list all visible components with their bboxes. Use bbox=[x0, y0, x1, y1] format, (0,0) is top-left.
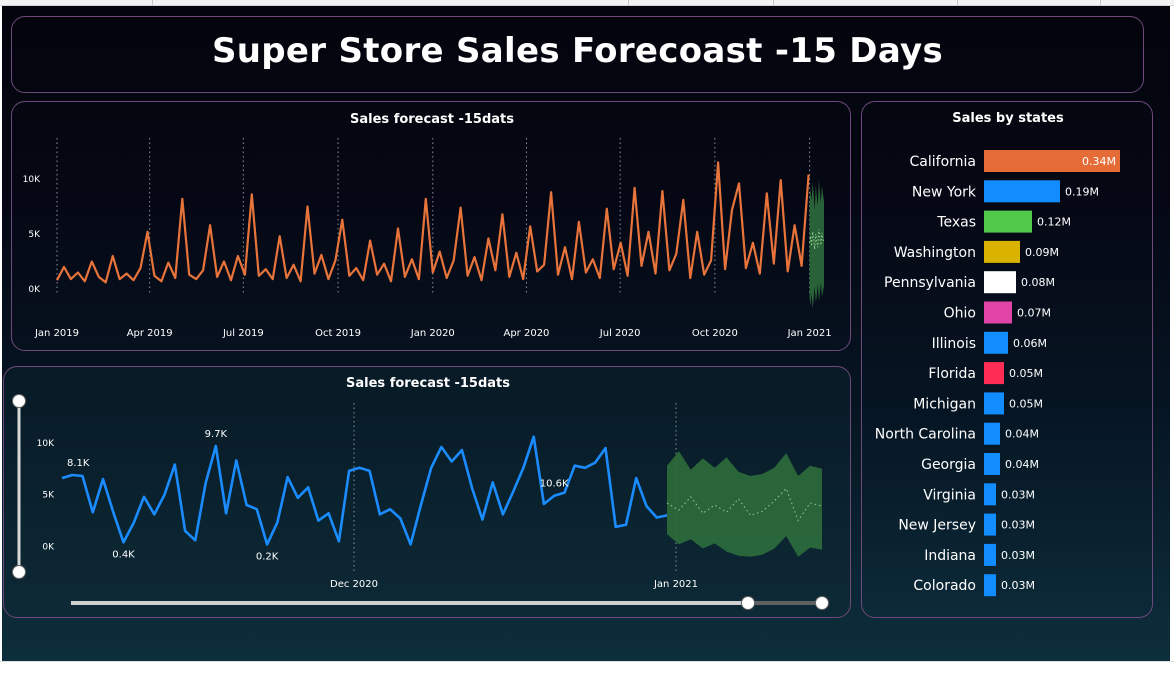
ribbon-divider bbox=[1100, 0, 1101, 5]
state-bar[interactable] bbox=[984, 271, 1016, 294]
state-value-label: 0.07M bbox=[1017, 307, 1051, 320]
state-bar[interactable] bbox=[984, 483, 996, 506]
state-value-label: 0.03M bbox=[1001, 488, 1035, 501]
y-tick-label: 10K bbox=[23, 175, 41, 185]
main-forecast-chart[interactable]: Sales forecast -15dats Jan 2019 Apr 2019 Ju… bbox=[12, 102, 852, 352]
ribbon-divider bbox=[773, 0, 774, 5]
x-tick-label: Oct 2019 bbox=[315, 328, 361, 339]
data-label: 0.4K bbox=[112, 549, 135, 560]
forecast-series-line bbox=[809, 229, 825, 250]
x-tick-label: Apr 2019 bbox=[127, 328, 173, 339]
state-value-label: 0.05M bbox=[1009, 367, 1043, 380]
state-value-label: 0.12M bbox=[1037, 216, 1071, 229]
state-label: Colorado bbox=[913, 578, 976, 594]
state-value-label: 0.03M bbox=[1001, 549, 1035, 562]
state-value-label: 0.08M bbox=[1021, 276, 1055, 289]
forecast-series-line bbox=[666, 487, 823, 522]
state-bar[interactable] bbox=[984, 331, 1008, 354]
state-label: Virginia bbox=[923, 487, 976, 503]
state-label: New York bbox=[912, 184, 977, 200]
state-bar[interactable] bbox=[984, 362, 1004, 385]
state-bar[interactable] bbox=[984, 543, 996, 566]
state-label: Indiana bbox=[924, 548, 976, 564]
state-label: Florida bbox=[928, 366, 976, 382]
y-tick-label: 0K bbox=[42, 542, 55, 552]
state-bar[interactable] bbox=[984, 513, 996, 536]
y-tick-label: 10K bbox=[37, 439, 55, 449]
state-value-label: 0.09M bbox=[1025, 246, 1059, 259]
x-tick-label: Jul 2019 bbox=[222, 328, 264, 339]
state-label: Texas bbox=[936, 215, 976, 231]
state-label: Pennsylvania bbox=[884, 275, 976, 291]
state-value-label: 0.03M bbox=[1001, 519, 1035, 532]
states-bar-chart[interactable]: Sales by states California 0.34M New York 0.… bbox=[862, 102, 1154, 619]
x-tick-label: Dec 2020 bbox=[330, 579, 378, 590]
state-bar[interactable] bbox=[984, 392, 1004, 415]
y-tick-label: 5K bbox=[28, 230, 41, 240]
state-label: California bbox=[910, 154, 976, 170]
state-value-label: 0.04M bbox=[1005, 428, 1039, 441]
state-bar[interactable] bbox=[984, 180, 1060, 203]
ribbon-strip bbox=[0, 0, 1174, 6]
state-label: New Jersey bbox=[898, 518, 976, 534]
state-bar[interactable] bbox=[984, 574, 996, 597]
y-tick-label: 5K bbox=[42, 491, 55, 501]
status-strip bbox=[0, 661, 1174, 674]
state-value-label: 0.05M bbox=[1009, 397, 1043, 410]
x-tick-label: Apr 2020 bbox=[503, 328, 549, 339]
page-title: Super Store Sales Forecoast -15 Days bbox=[211, 31, 944, 71]
data-label: 8.1K bbox=[67, 458, 90, 469]
data-label: 9.7K bbox=[205, 429, 228, 440]
y-tick-label: 0K bbox=[28, 285, 41, 295]
state-value-label: 0.19M bbox=[1065, 185, 1099, 198]
data-label: 10.6K bbox=[540, 479, 569, 490]
history-series-line bbox=[56, 161, 810, 284]
state-value-label: 0.06M bbox=[1013, 337, 1047, 350]
zoom-forecast-card: Sales forecast -15dats Dec 2020 Jan 2021 0K… bbox=[3, 359, 852, 619]
x-tick-label: Jan 2020 bbox=[410, 328, 455, 339]
state-bar[interactable] bbox=[984, 422, 1000, 445]
state-bar[interactable] bbox=[984, 453, 1000, 475]
state-bar[interactable] bbox=[984, 210, 1032, 233]
state-label: Illinois bbox=[932, 336, 976, 352]
states-card: Sales by states California 0.34M New York 0.… bbox=[861, 101, 1153, 618]
x-tick-label: Jul 2020 bbox=[599, 328, 641, 339]
x-tick-label: Jan 2019 bbox=[34, 328, 79, 339]
chart-title: Sales forecast -15dats bbox=[350, 112, 514, 127]
history-series-line bbox=[61, 435, 668, 546]
state-value-label: 0.34M bbox=[1082, 155, 1116, 168]
state-label: Ohio bbox=[944, 306, 976, 322]
state-label: Michigan bbox=[913, 396, 976, 412]
zoom-forecast-chart[interactable]: Sales forecast -15dats Dec 2020 Jan 2021 0K… bbox=[4, 359, 852, 619]
forecast-band bbox=[667, 451, 822, 557]
state-value-label: 0.03M bbox=[1001, 579, 1035, 592]
x-tick-label: Oct 2020 bbox=[692, 328, 738, 339]
state-value-label: 0.04M bbox=[1005, 458, 1039, 471]
ribbon-divider bbox=[628, 0, 629, 5]
vertical-slider-handle-bottom[interactable] bbox=[12, 565, 26, 579]
x-tick-label: Jan 2021 bbox=[787, 328, 832, 339]
state-label: Georgia bbox=[921, 457, 976, 473]
right-edge bbox=[1170, 6, 1174, 661]
chart-title: Sales forecast -15dats bbox=[346, 376, 510, 391]
main-forecast-card: Sales forecast -15dats Jan 2019 Apr 2019 Ju… bbox=[11, 101, 851, 351]
title-card: Super Store Sales Forecoast -15 Days bbox=[11, 16, 1144, 93]
chart-title: Sales by states bbox=[952, 111, 1064, 126]
vertical-slider-handle-top[interactable] bbox=[12, 394, 26, 408]
state-label: North Carolina bbox=[875, 427, 976, 443]
state-bar[interactable] bbox=[984, 240, 1020, 263]
state-label: Washington bbox=[894, 245, 976, 261]
x-tick-label: Jan 2021 bbox=[653, 579, 698, 590]
ribbon-divider bbox=[957, 0, 958, 5]
report-canvas: Super Store Sales Forecoast -15 Days Sal… bbox=[2, 6, 1170, 661]
horizontal-slider-handle-left[interactable] bbox=[741, 596, 755, 610]
data-label: 3.0K bbox=[707, 367, 730, 370]
state-bar[interactable] bbox=[984, 301, 1012, 324]
ribbon-divider bbox=[152, 0, 153, 5]
state-bar[interactable] bbox=[984, 150, 1120, 172]
data-label: 0.2K bbox=[256, 551, 279, 562]
horizontal-slider-handle-right[interactable] bbox=[815, 596, 829, 610]
